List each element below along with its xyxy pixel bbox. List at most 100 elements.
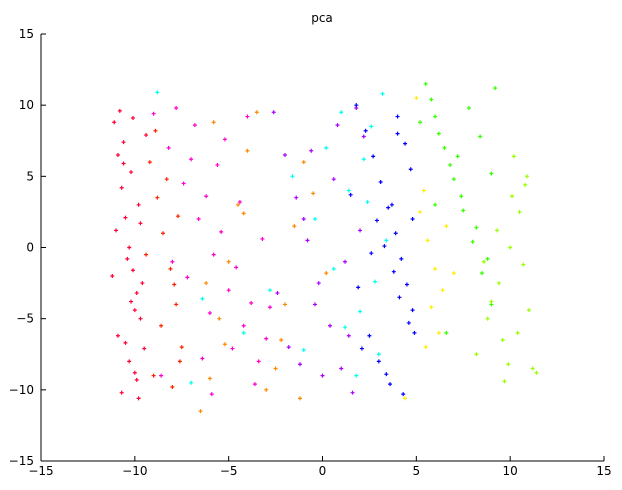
scatter-point — [271, 110, 276, 115]
scatter-point — [159, 373, 164, 378]
scatter-point — [260, 236, 265, 241]
scatter-point — [403, 396, 408, 401]
scatter-point — [297, 362, 302, 367]
scatter-point — [359, 346, 364, 351]
scatter-point — [395, 114, 400, 119]
scatter-point — [384, 372, 389, 377]
scatter-point — [388, 382, 393, 387]
scatter-point — [506, 362, 511, 367]
scatter-point — [207, 376, 212, 381]
scatter-point — [147, 160, 152, 165]
scatter-point — [166, 145, 171, 150]
x-tick-label: 0 — [319, 464, 327, 478]
scatter-point — [350, 390, 355, 395]
scatter-point — [170, 259, 175, 264]
scatter-point — [433, 266, 438, 271]
scatter-point — [386, 205, 391, 210]
y-tick-label: −15 — [9, 454, 34, 468]
scatter-point — [211, 120, 216, 125]
scatter-point — [421, 188, 426, 193]
scatter-point — [429, 97, 434, 102]
scatter-point — [418, 120, 423, 125]
scatter-point — [404, 282, 409, 287]
scatter-point — [159, 323, 164, 328]
scatter-point — [320, 373, 325, 378]
scatter-point — [406, 320, 411, 325]
scatter-point — [264, 336, 269, 341]
scatter-point — [361, 134, 366, 139]
scatter-point — [361, 157, 366, 162]
series-3 — [151, 106, 272, 397]
scatter-point — [489, 299, 494, 304]
scatter-point — [444, 224, 449, 229]
y-tick-label: 10 — [19, 98, 34, 112]
scatter-point — [301, 347, 306, 352]
scatter-point — [189, 157, 194, 162]
scatter-point — [117, 108, 122, 113]
scatter-point — [451, 177, 456, 182]
scatter-point — [339, 110, 344, 115]
scatter-point — [112, 120, 117, 125]
scatter-point — [369, 251, 374, 256]
scatter-point — [324, 145, 329, 150]
scatter-point — [525, 174, 530, 179]
scatter-point — [495, 228, 500, 233]
scatter-point — [363, 128, 368, 133]
scatter-point — [144, 133, 149, 138]
scatter-point — [174, 302, 179, 307]
scatter-point — [339, 366, 344, 371]
scatter-point — [209, 392, 214, 397]
scatter-point — [358, 228, 363, 233]
scatter-points — [110, 81, 539, 414]
scatter-point — [200, 356, 205, 361]
scatter-point — [114, 228, 119, 233]
scatter-point — [316, 281, 321, 286]
y-tick-label: −10 — [9, 383, 34, 397]
scatter-point — [155, 90, 160, 95]
scatter-point — [234, 265, 239, 270]
scatter-point — [365, 199, 370, 204]
scatter-point — [121, 161, 126, 166]
scatter-point — [275, 291, 280, 296]
y-tick-label: 5 — [26, 169, 34, 183]
scatter-point — [382, 244, 387, 249]
scatter-point — [115, 333, 120, 338]
scatter-point — [138, 221, 143, 226]
scatter-point — [500, 338, 505, 343]
scatter-point — [282, 302, 287, 307]
x-tick-label: −15 — [28, 464, 53, 478]
scatter-point — [174, 106, 179, 111]
scatter-point — [119, 185, 124, 190]
scatter-point — [164, 177, 169, 182]
scatter-point — [200, 296, 205, 301]
x-tick-label: −10 — [122, 464, 147, 478]
scatter-point — [123, 340, 128, 345]
scatter-point — [127, 245, 132, 250]
scatter-point — [517, 209, 522, 214]
scatter-point — [140, 281, 145, 286]
scatter-point — [436, 131, 441, 136]
x-tick-label: 15 — [596, 464, 611, 478]
scatter-point — [534, 370, 539, 375]
scatter-point — [301, 160, 306, 165]
series-10 — [474, 154, 539, 384]
scatter-point — [129, 170, 134, 175]
scatter-point — [481, 259, 486, 264]
series-8 — [403, 96, 456, 401]
scatter-point — [292, 224, 297, 229]
scatter-point — [451, 271, 456, 276]
scatter-point — [399, 256, 404, 261]
scatter-point — [367, 333, 372, 338]
scatter-point — [324, 271, 329, 276]
scatter-point — [132, 370, 137, 375]
scatter-point — [136, 396, 141, 401]
scatter-point — [397, 295, 402, 300]
x-tick-label: −5 — [220, 464, 238, 478]
scatter-point — [461, 208, 466, 213]
scatter-point — [230, 346, 235, 351]
series-2 — [144, 128, 184, 389]
scatter-point — [226, 259, 231, 264]
scatter-point — [279, 338, 284, 343]
scatter-point — [132, 308, 137, 313]
